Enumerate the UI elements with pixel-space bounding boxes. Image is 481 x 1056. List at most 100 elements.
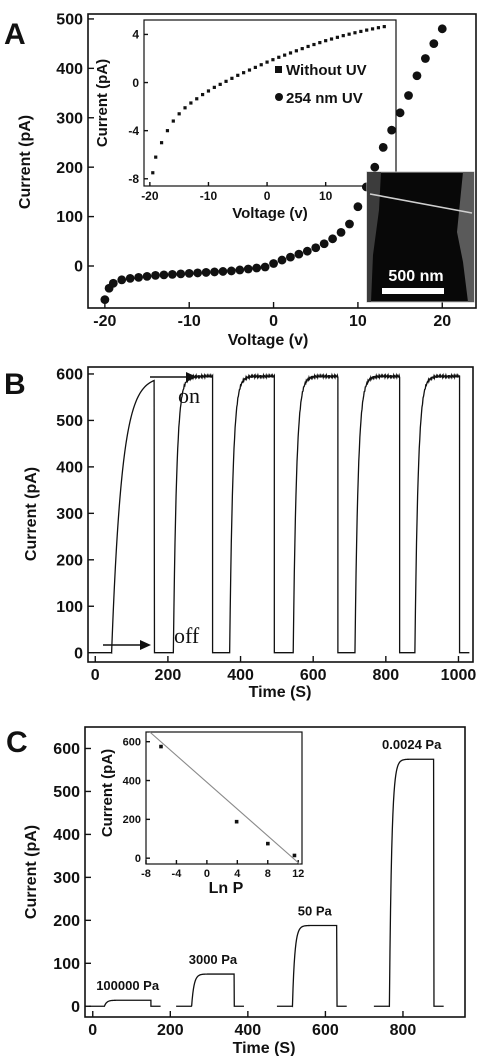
panel-a-data-point: [311, 243, 320, 252]
panel-a-inset-data-point: [330, 37, 333, 40]
panel-a-inset-xtick-label: -20: [141, 189, 159, 203]
panel-a-data-point: [227, 267, 236, 276]
panel-c-xtick-label: 200: [157, 1022, 184, 1039]
panel-c-inset-ytick-label: 0: [135, 853, 141, 865]
panel-b-ytick-label: 0: [74, 645, 83, 662]
on-label: on: [178, 383, 200, 408]
panel-c-ytick-label: 200: [53, 913, 80, 930]
panel-b-ytick-label: 400: [56, 459, 83, 476]
panel-a-xtick-label: 10: [349, 313, 367, 330]
panel-c-inset-xlabel: Ln P: [209, 880, 244, 897]
panel-b-ylabel: Current (pA): [23, 467, 40, 561]
panel-a-data-point: [151, 271, 160, 280]
panel-c-inset-data-point: [293, 854, 297, 858]
panel-c-xtick-label: 400: [235, 1022, 262, 1039]
panel-a-ytick-label: 0: [74, 259, 83, 276]
panel-b-xtick-label: 600: [300, 667, 327, 684]
panel-c-inset-xtick-label: 8: [265, 868, 271, 880]
panel-c-letter: C: [6, 726, 28, 759]
panel-b-ytick-label: 500: [56, 413, 83, 430]
panel-a-data-point: [252, 264, 261, 273]
panel-c-xlabel: Time (S): [233, 1040, 296, 1056]
panel-c-inset-ytick-label: 400: [123, 775, 141, 787]
panel-a-ytick-label: 100: [56, 209, 83, 226]
panel-a-data-point: [294, 250, 303, 259]
panel-b-ytick-label: 600: [56, 367, 83, 384]
panel-c-inset-ylabel: Current (pA): [99, 749, 116, 837]
panel-a-inset-data-point: [248, 68, 251, 71]
panel-a-inset-xlabel: Voltage (v): [232, 205, 308, 222]
panel-c-inset-data-point: [159, 745, 163, 749]
panel-c-pressure-label: 3000 Pa: [189, 952, 238, 967]
panel-a-inset-data-point: [353, 31, 356, 34]
panel-b-xtick-label: 0: [91, 667, 100, 684]
legend-254nm-uv: 254 nm UV: [286, 90, 363, 107]
panel-a-xlabel: Voltage (v): [228, 332, 309, 349]
panel-a-data-point: [126, 274, 135, 283]
panel-a-data-point: [143, 272, 152, 281]
panel-a-inset-legend: Without UV 254 nm UV: [275, 62, 367, 107]
off-label: off: [174, 623, 200, 648]
panel-a-inset-data-point: [207, 89, 210, 92]
panel-a-data-point: [117, 275, 126, 284]
panel-c-inset: 0 200 400 600 -8 -4 0 4 8 12 Ln P Current (pA): [99, 732, 304, 897]
panel-b-xtick-label: 800: [372, 667, 399, 684]
panel-a-inset-data-point: [271, 58, 274, 61]
panel-c-inset-data-point: [266, 842, 270, 846]
panel-b-letter: B: [4, 368, 26, 401]
panel-a-inset-data-point: [224, 80, 227, 83]
panel-a-inset-data-point: [160, 141, 163, 144]
panel-a-inset-data-point: [318, 41, 321, 44]
panel-a-data-point: [100, 295, 109, 304]
panel-a-inset-data-point: [172, 119, 175, 122]
panel-c-xtick-label: 600: [312, 1022, 339, 1039]
panel-a-data-point: [438, 24, 447, 33]
panel-a-inset-ytick-label: -4: [128, 124, 139, 138]
panel-a-data-point: [185, 269, 194, 278]
panel-c-xtick-label: 800: [390, 1022, 417, 1039]
legend-marker-square: [275, 66, 282, 73]
panel-c-pressure-label: 0.0024 Pa: [382, 737, 442, 752]
panel-a-ytick-label: 500: [56, 12, 83, 29]
panel-a-inset-data-point: [377, 26, 380, 29]
off-arrowhead: [140, 640, 151, 650]
panel-a-data-point: [320, 239, 329, 248]
panel-a-inset-data-point: [178, 112, 181, 115]
legend-marker-circle: [275, 93, 283, 101]
panel-a-inset-data-point: [195, 97, 198, 100]
panel-a-data-point: [134, 273, 143, 282]
panel-a-inset-data-point: [336, 36, 339, 39]
on-arrowhead: [186, 372, 197, 382]
panel-b-photocurrent-trace: [93, 375, 469, 653]
panel-a-inset-data-point: [265, 61, 268, 64]
panel-a-inset-data-point: [219, 83, 222, 86]
panel-a-data-point: [160, 270, 169, 279]
panel-c-inset-ytick-label: 200: [123, 814, 141, 826]
panel-a-data-point: [396, 108, 405, 117]
panel-a-data-point: [176, 270, 185, 279]
panel-a-inset-data-point: [166, 129, 169, 132]
panel-a-inset-data-point: [295, 49, 298, 52]
panel-a-inset-data-point: [371, 27, 374, 30]
panel-a-data-point: [387, 126, 396, 135]
panel-b-annotations: on off: [103, 372, 200, 650]
panel-b-xlabel: Time (S): [249, 684, 312, 701]
panel-c-inset-xtick-label: -8: [141, 868, 151, 880]
panel-a-inset: 40-4-8 -20-1001020 Voltage (v) Current (…: [94, 20, 396, 222]
panel-b-xtick-label: 200: [155, 667, 182, 684]
panel-b-ytick-label: 200: [56, 552, 83, 569]
panel-a-data-point: [219, 267, 228, 276]
panel-a-inset-data-point: [324, 39, 327, 42]
panel-a-data-point: [261, 263, 270, 272]
panel-a-inset-data-point: [312, 43, 315, 46]
panel-a-data-point: [421, 54, 430, 63]
panel-a-xtick-label: -20: [93, 313, 116, 330]
panel-a-inset-ylabel: Current (pA): [94, 59, 111, 147]
panel-a-data-point: [193, 269, 202, 278]
panel-a-data-point: [210, 268, 219, 277]
scale-bar-label: 500 nm: [388, 268, 443, 285]
panel-a-inset-data-point: [242, 71, 245, 74]
